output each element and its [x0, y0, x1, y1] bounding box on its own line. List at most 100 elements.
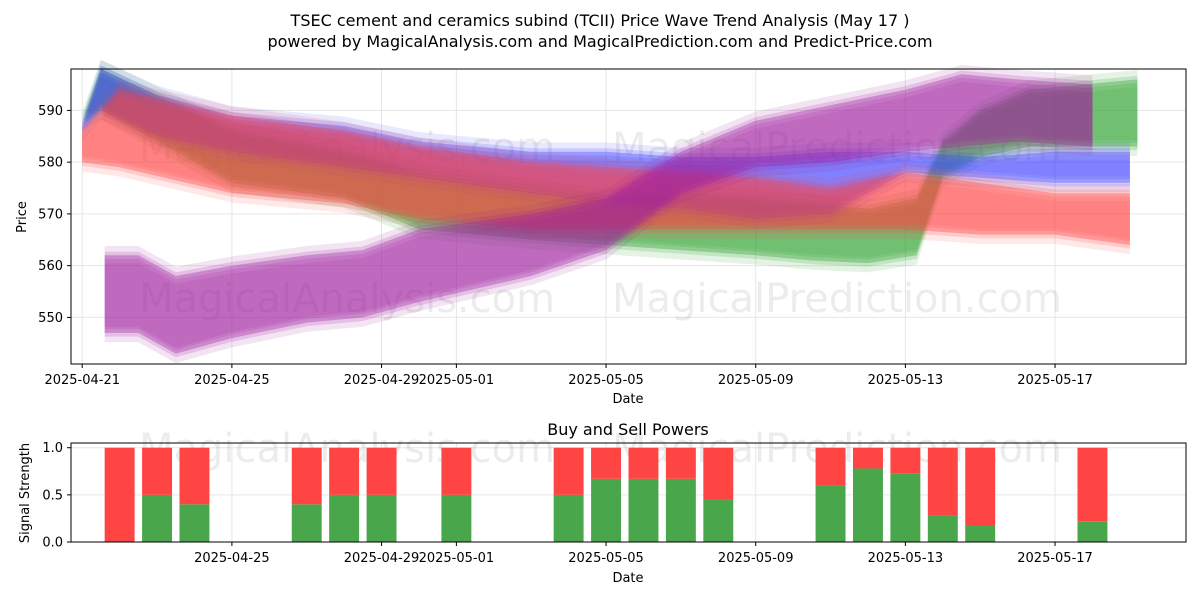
rising-wave-band — [104, 64, 1093, 348]
power-x-tick-label: 2025-05-01 — [419, 551, 495, 566]
green-wave-band — [82, 76, 1138, 273]
power-y-tick-label: 0.5 — [42, 488, 63, 503]
sell-bar — [553, 447, 584, 495]
green-wave-band — [82, 65, 1138, 260]
red-channel-band — [82, 80, 1130, 239]
buy-bar — [665, 478, 696, 542]
price-x-tick-label: 2025-05-09 — [718, 373, 794, 388]
sell-bar — [104, 447, 135, 542]
blue-wave-band — [82, 59, 1130, 213]
buy-bar — [366, 494, 397, 542]
buy-bar — [703, 499, 734, 542]
sell-bar — [1077, 447, 1108, 522]
red-channel-band — [82, 97, 1130, 255]
blue-wave-band — [82, 65, 1130, 216]
price-y-tick-label: 570 — [38, 207, 63, 222]
watermark-analysis-mid: MagicalAnalysis.com — [139, 276, 555, 322]
power-x-tick-label: 2025-04-29 — [344, 551, 420, 566]
power-x-tick-label: 2025-05-09 — [718, 551, 794, 566]
sell-bar — [965, 447, 996, 526]
price-x-axis-label: Date — [612, 392, 643, 407]
price-x-tick-label: 2025-05-05 — [568, 373, 644, 388]
price-y-tick-label: 590 — [38, 104, 63, 119]
price-x-tick-label: 2025-05-01 — [419, 373, 495, 388]
sell-bar — [890, 447, 921, 474]
sell-bar — [291, 447, 322, 505]
buy-bar — [142, 494, 173, 542]
sell-bar — [179, 447, 210, 505]
sell-bar — [366, 447, 397, 495]
sell-bar — [142, 447, 173, 495]
blue-wave-band — [82, 76, 1130, 229]
red-channel-band — [82, 86, 1130, 242]
watermark-prediction-top: MagicalPrediction.com — [612, 125, 1062, 171]
sell-bar — [815, 447, 846, 486]
power-plot-frame — [70, 442, 1187, 543]
power-y-tick-label: 0.0 — [42, 536, 63, 551]
price-watermarks: MagicalAnalysis.com MagicalPrediction.co… — [139, 125, 1062, 322]
buy-bar — [852, 468, 883, 542]
rising-wave-band — [104, 74, 1093, 354]
green-wave-band — [82, 59, 1138, 257]
sell-bar — [703, 447, 734, 500]
power-chart-title: Buy and Sell Powers — [547, 420, 709, 439]
rising-wave-band — [104, 77, 1093, 358]
buy-bar — [890, 473, 921, 542]
price-plot-frame — [70, 68, 1187, 365]
sell-bar — [329, 447, 360, 495]
buy-bar — [1077, 521, 1108, 542]
green-wave-band — [82, 69, 1138, 264]
power-y-axis-label: Signal Strength — [18, 443, 33, 543]
buy-bar — [553, 494, 584, 542]
sell-bar — [852, 447, 883, 469]
chart-subtitle: powered by MagicalAnalysis.com and Magic… — [267, 32, 932, 51]
power-x-axis-label: Date — [612, 571, 643, 586]
buy-bar — [965, 525, 996, 542]
power-x-tick-label: 2025-05-17 — [1017, 551, 1093, 566]
power-x-tick-label: 2025-05-05 — [568, 551, 644, 566]
price-y-ticks: 550 560 570 580 590 — [38, 104, 71, 326]
buy-bar — [179, 504, 210, 542]
power-chart: Buy and Sell Powers MagicalAnalysis.com … — [18, 420, 1187, 586]
buy-bar — [441, 494, 472, 542]
watermark-analysis-top: MagicalAnalysis.com — [139, 125, 555, 171]
sell-bar — [927, 447, 958, 516]
price-plot-area — [71, 69, 1186, 364]
price-wave-bands — [82, 59, 1138, 364]
watermark-prediction-mid: MagicalPrediction.com — [612, 276, 1062, 322]
sell-bar — [665, 447, 696, 479]
buy-bar — [815, 485, 846, 542]
price-y-tick-label: 560 — [38, 259, 63, 274]
price-y-axis-label: Price — [15, 201, 30, 233]
price-grid — [71, 69, 1186, 364]
red-channel-band — [82, 89, 1130, 245]
price-chart: MagicalAnalysis.com MagicalPrediction.co… — [15, 59, 1187, 407]
green-wave-band — [82, 72, 1138, 267]
buy-bar — [628, 478, 659, 542]
power-x-ticks: 2025-04-25 2025-04-29 2025-05-01 2025-05-05… — [194, 542, 1093, 566]
buy-bar — [927, 515, 958, 542]
sell-bar — [591, 447, 622, 479]
power-y-tick-label: 1.0 — [42, 441, 63, 456]
power-x-tick-label: 2025-04-25 — [194, 551, 270, 566]
blue-wave-band — [82, 72, 1130, 223]
price-x-tick-label: 2025-05-17 — [1017, 373, 1093, 388]
price-x-tick-label: 2025-04-25 — [194, 373, 270, 388]
chart-title: TSEC cement and ceramics subind (TCII) P… — [290, 11, 910, 30]
rising-wave-band — [104, 81, 1093, 364]
buy-bar — [291, 504, 322, 542]
sell-bar — [628, 447, 659, 479]
price-x-tick-label: 2025-04-29 — [344, 373, 420, 388]
power-y-ticks: 0.0 0.5 1.0 — [42, 441, 71, 551]
rising-wave-band — [104, 70, 1093, 350]
price-x-tick-label: 2025-05-13 — [868, 373, 944, 388]
price-y-tick-label: 580 — [38, 156, 63, 171]
buy-bar — [591, 478, 622, 542]
price-x-ticks: 2025-04-21 2025-04-25 2025-04-29 2025-05-01… — [44, 364, 1093, 388]
buy-bar — [329, 494, 360, 542]
price-y-tick-label: 550 — [38, 311, 63, 326]
sell-bar — [441, 447, 472, 495]
power-bars — [104, 447, 1108, 542]
red-channel-band — [82, 93, 1130, 249]
